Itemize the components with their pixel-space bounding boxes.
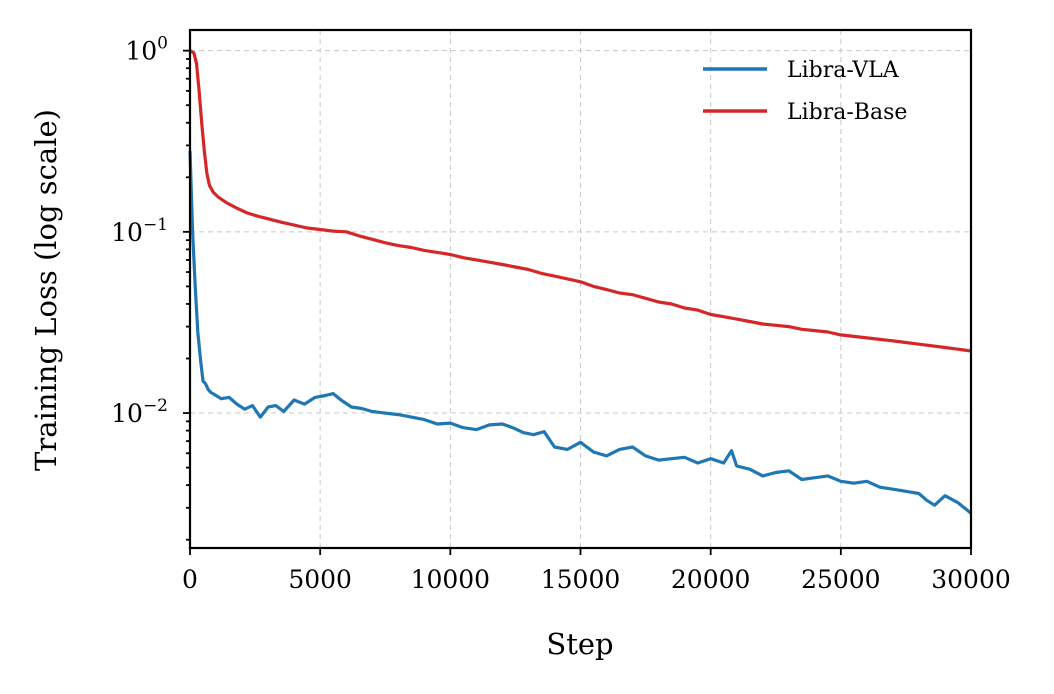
axis-ticks xyxy=(183,49,972,555)
tick-labels: 0 5000 10000 15000 20000 25000 30000 100 10−1 10−… xyxy=(111,34,1011,594)
x-axis-label: Step xyxy=(546,627,613,661)
x-tick-label: 15000 xyxy=(541,565,621,594)
y-tick-label: 10−1 xyxy=(111,215,168,247)
series-line-libra-base xyxy=(189,49,972,353)
series-lines xyxy=(188,49,973,515)
legend-label-libra-base: Libra-Base xyxy=(787,100,907,125)
x-tick-label: 5000 xyxy=(288,565,352,594)
x-tick-label: 0 xyxy=(182,565,198,594)
y-axis-label: Training Loss (log scale) xyxy=(29,109,63,471)
grid-lines xyxy=(190,30,971,548)
legend: Libra-VLA Libra-Base xyxy=(703,58,907,125)
x-tick-label: 10000 xyxy=(411,565,491,594)
series-line-libra-vla xyxy=(188,150,973,515)
y-tick-label: 100 xyxy=(125,34,168,66)
y-tick-label: 10−2 xyxy=(111,396,168,428)
legend-label-libra-vla: Libra-VLA xyxy=(787,58,900,83)
x-tick-label: 20000 xyxy=(671,565,751,594)
x-tick-label: 30000 xyxy=(931,565,1011,594)
x-tick-label: 25000 xyxy=(801,565,881,594)
